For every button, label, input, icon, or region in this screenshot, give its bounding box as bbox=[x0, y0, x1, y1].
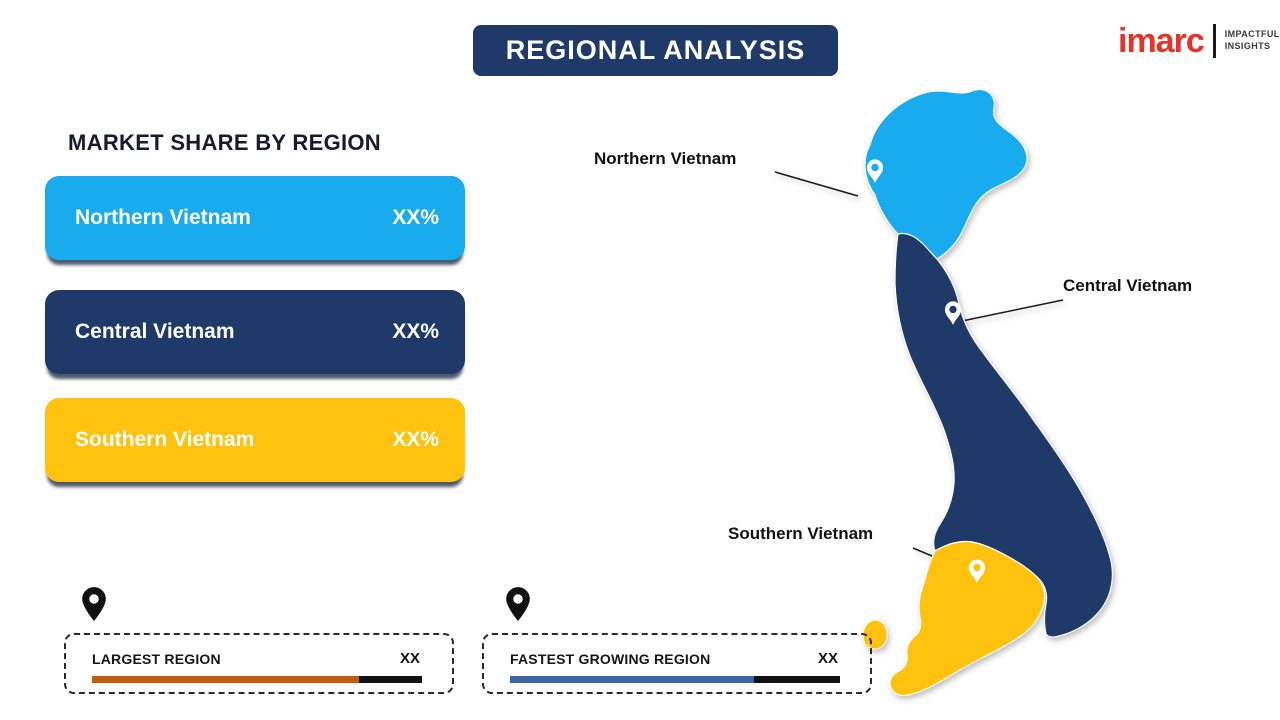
map-pin-southern-icon bbox=[968, 559, 986, 583]
logo-tagline-line2: INSIGHTS bbox=[1224, 41, 1271, 51]
map-pin-central-icon bbox=[944, 301, 962, 325]
logo-tagline: IMPACTFUL INSIGHTS bbox=[1225, 29, 1280, 52]
largest-region-bar-color-segment bbox=[92, 676, 360, 683]
card-value: XX% bbox=[392, 206, 439, 229]
card-value: XX% bbox=[392, 320, 439, 343]
map-region-southern-vietnam bbox=[889, 540, 1046, 697]
imarc-logo-wordmark: imarc bbox=[1118, 22, 1205, 60]
imarc-logo: imarc IMPACTFUL INSIGHTS bbox=[1118, 24, 1280, 58]
leader-line-central bbox=[961, 299, 1064, 322]
market-share-heading: MARKET SHARE BY REGION bbox=[68, 130, 381, 155]
largest-region-pin-icon bbox=[80, 586, 108, 627]
fastest-growing-region-pin-icon bbox=[504, 586, 532, 627]
fastest-growing-region-label: FASTEST GROWING REGION bbox=[510, 651, 711, 667]
card-label: Northern Vietnam bbox=[75, 206, 251, 229]
page-title: REGIONAL ANALYSIS bbox=[473, 25, 838, 76]
fastest-growing-region-bar bbox=[510, 676, 840, 683]
largest-region-label: LARGEST REGION bbox=[92, 651, 221, 667]
largest-region-bar bbox=[92, 676, 422, 683]
map-pin-northern-icon bbox=[866, 159, 884, 183]
map-region-northern-vietnam bbox=[864, 88, 1028, 260]
page-title-text: REGIONAL ANALYSIS bbox=[505, 35, 806, 65]
market-share-card-northern: Northern Vietnam XX% bbox=[45, 176, 465, 260]
logo-divider bbox=[1212, 24, 1216, 58]
fastest-growing-region-value: XX bbox=[817, 650, 838, 667]
fastest-growing-region-box: FASTEST GROWING REGION XX bbox=[482, 633, 872, 694]
largest-region-bar-black-segment bbox=[359, 676, 422, 683]
fastest-growing-region-bar-black-segment bbox=[754, 676, 840, 683]
largest-region-box: LARGEST REGION XX bbox=[64, 633, 454, 694]
largest-region-value: XX bbox=[399, 650, 420, 667]
card-label: Central Vietnam bbox=[75, 320, 235, 343]
card-label: Southern Vietnam bbox=[75, 428, 255, 451]
map-region-central-vietnam bbox=[894, 232, 1113, 638]
fastest-growing-region-bar-color-segment bbox=[510, 676, 755, 683]
market-share-card-central: Central Vietnam XX% bbox=[45, 290, 465, 374]
map-label-northern: Northern Vietnam bbox=[594, 149, 737, 168]
map-label-central: Central Vietnam bbox=[1063, 276, 1193, 295]
vietnam-map bbox=[770, 85, 1140, 705]
card-value: XX% bbox=[392, 428, 439, 451]
market-share-card-southern: Southern Vietnam XX% bbox=[45, 398, 465, 482]
logo-tagline-line1: IMPACTFUL bbox=[1224, 29, 1280, 40]
leader-line-northern bbox=[774, 171, 859, 197]
map-label-southern: Southern Vietnam bbox=[728, 524, 874, 543]
